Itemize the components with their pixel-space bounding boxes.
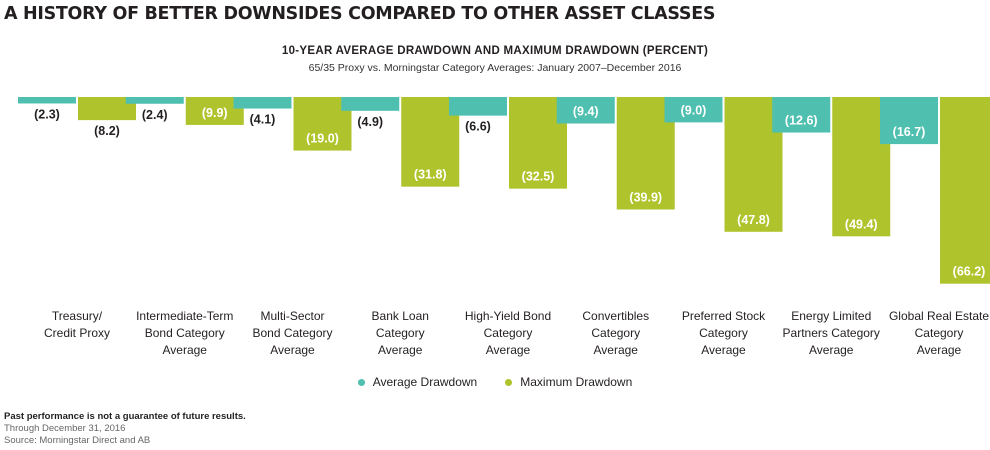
legend-swatch-average bbox=[357, 378, 365, 386]
bar-maximum-1 bbox=[78, 97, 136, 121]
data-label-average-8: (12.6) bbox=[785, 114, 818, 128]
headline: A HISTORY OF BETTER DOWNSIDES COMPARED T… bbox=[4, 4, 716, 24]
data-label-maximum-7: (47.8) bbox=[737, 213, 770, 227]
data-label-maximum-3: (19.0) bbox=[306, 132, 339, 146]
bar-average-2 bbox=[125, 97, 184, 104]
legend-swatch-maximum bbox=[505, 378, 513, 386]
bar-average-3 bbox=[233, 97, 292, 109]
drawdown-chart: (2.3) (8.2) Treasury/Credit Proxy (2.4) (9.9… bbox=[18, 97, 990, 357]
footer: Past performance is not a guarantee of f… bbox=[4, 411, 246, 447]
legend-item-maximum: Maximum Drawdown bbox=[505, 375, 632, 389]
data-label-average-4: (4.9) bbox=[357, 115, 383, 129]
as-of-date: Through December 31, 2016 bbox=[4, 423, 126, 434]
data-label-average-9: (16.7) bbox=[893, 125, 926, 139]
disclaimer: Past performance is not a guarantee of f… bbox=[4, 411, 246, 422]
bar-average-6 bbox=[556, 97, 615, 124]
bar-average-8 bbox=[772, 97, 831, 133]
category-label-4: Bank Loan Category Average bbox=[372, 309, 429, 357]
data-label-maximum-5: (32.5) bbox=[522, 170, 555, 184]
source-note: Source: Morningstar Direct and AB bbox=[4, 435, 151, 446]
category-label-6: Convertibles Category Average bbox=[582, 309, 649, 357]
data-label-maximum-2: (9.9) bbox=[202, 106, 228, 120]
category-label-2: Intermediate-Term Bond Category Average bbox=[136, 309, 233, 357]
data-label-maximum-9: (66.2) bbox=[953, 265, 986, 279]
data-label-average-1: (2.3) bbox=[34, 107, 60, 121]
data-label-maximum-1: (8.2) bbox=[94, 124, 120, 138]
legend-label-average: Average Drawdown bbox=[372, 375, 478, 389]
bar-maximum-9 bbox=[940, 97, 990, 284]
category-label-7: Preferred Stock Category Average bbox=[682, 309, 766, 357]
bar-average-4 bbox=[341, 97, 400, 111]
data-label-maximum-4: (31.8) bbox=[414, 168, 447, 182]
legend-label-maximum: Maximum Drawdown bbox=[520, 375, 633, 389]
data-label-average-7: (9.0) bbox=[681, 103, 707, 117]
data-label-average-6: (9.4) bbox=[573, 105, 599, 119]
bar-average-7 bbox=[664, 97, 723, 123]
data-label-average-2: (2.4) bbox=[142, 108, 168, 122]
bar-average-5 bbox=[449, 97, 507, 116]
bar-average-1 bbox=[18, 97, 76, 104]
bar-average-9 bbox=[880, 97, 938, 145]
category-label-1: Treasury/Credit Proxy bbox=[44, 309, 110, 340]
data-label-maximum-6: (39.9) bbox=[629, 191, 662, 205]
category-label-3: Multi-Sector Bond Category Average bbox=[252, 309, 332, 357]
category-label-9: Global Real Estate Category Average bbox=[889, 309, 989, 357]
data-label-average-3: (4.1) bbox=[250, 113, 276, 127]
data-label-average-5: (6.6) bbox=[465, 120, 491, 134]
category-label-8: Energy Limited Partners Category Average bbox=[783, 309, 880, 357]
chart-subtitle: 65/35 Proxy vs. Morningstar Category Ave… bbox=[308, 62, 682, 74]
legend-item-average: Average Drawdown bbox=[357, 375, 478, 389]
data-label-maximum-8: (49.4) bbox=[845, 217, 878, 231]
category-label-5: High-Yield Bond Category Average bbox=[465, 309, 551, 357]
chart-title: 10-YEAR AVERAGE DRAWDOWN AND MAXIMUM DRA… bbox=[281, 45, 709, 57]
legend: Average Drawdown Maximum Drawdown bbox=[0, 375, 990, 389]
